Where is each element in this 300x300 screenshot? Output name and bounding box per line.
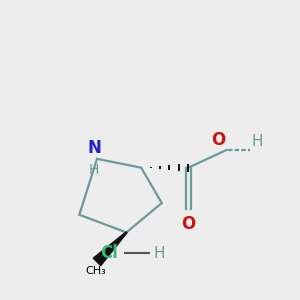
Text: O: O — [181, 215, 195, 233]
Polygon shape — [93, 232, 127, 266]
Text: N: N — [87, 140, 101, 158]
Text: H: H — [89, 163, 99, 177]
Text: H: H — [252, 134, 263, 148]
Text: CH₃: CH₃ — [85, 266, 106, 276]
Text: O: O — [211, 130, 225, 148]
Text: H: H — [153, 246, 165, 261]
Text: Cl: Cl — [100, 244, 118, 262]
